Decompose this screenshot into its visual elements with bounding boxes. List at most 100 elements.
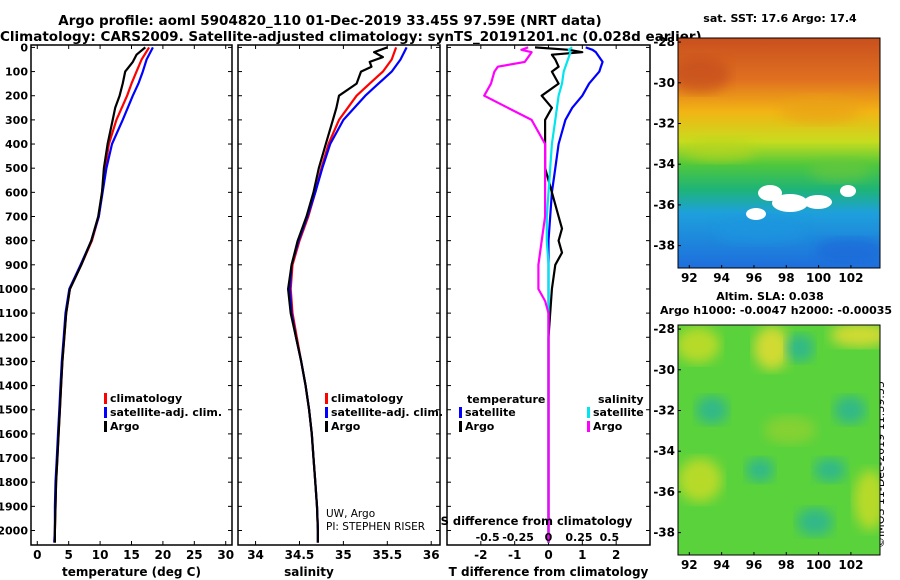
x-tick-label: 34 xyxy=(247,548,264,562)
legend-title-salinity: salinity xyxy=(598,393,644,406)
sst-patch xyxy=(780,96,860,124)
map-y-tick-label: -34 xyxy=(653,444,675,458)
y-tick-label: 1500 xyxy=(0,404,28,417)
s-diff-tick-label: -0.5 xyxy=(476,531,500,544)
x-tick-label: 0 xyxy=(544,548,552,562)
y-tick-label: 1400 xyxy=(0,380,28,393)
sla-patch xyxy=(696,396,728,424)
s-diff-tick-label: 0.5 xyxy=(600,531,620,544)
x-tick-label: 0 xyxy=(33,548,41,562)
map-y-tick-label: -36 xyxy=(653,485,675,499)
map-y-tick-label: -36 xyxy=(653,198,675,212)
legend-label: satellite-adj. clim. xyxy=(110,406,222,419)
x-axis-label: temperature (deg C) xyxy=(62,565,201,579)
map-x-tick-label: 96 xyxy=(746,271,763,285)
map-x-tick-label: 102 xyxy=(838,558,863,572)
sst-patch xyxy=(810,158,870,182)
legend-title-temperature: temperature xyxy=(467,393,545,406)
sla-patch xyxy=(786,334,814,362)
sla-patch xyxy=(678,327,720,363)
map-y-tick-label: -32 xyxy=(653,403,675,417)
y-tick-label: 700 xyxy=(5,210,28,223)
s-diff-tick-label: 0.25 xyxy=(565,531,592,544)
sst-patch xyxy=(678,57,730,93)
x-axis-label: salinity xyxy=(284,565,334,579)
y-tick-label: 1100 xyxy=(0,307,28,320)
map-x-tick-label: 94 xyxy=(713,271,730,285)
map-x-tick-label: 92 xyxy=(681,271,698,285)
map-y-tick-label: -38 xyxy=(653,526,675,540)
series-line-salinity-argo xyxy=(483,46,550,543)
y-tick-label: 1000 xyxy=(0,283,28,296)
series-line-satellite-adj-clim- xyxy=(288,46,408,543)
legend-marker xyxy=(325,421,328,432)
cloud-mask xyxy=(772,194,808,212)
cloud-mask xyxy=(804,195,832,209)
x-tick-label: 20 xyxy=(155,548,172,562)
map-x-tick-label: 98 xyxy=(778,271,795,285)
x-tick-label: 36 xyxy=(423,548,440,562)
x-tick-label: 10 xyxy=(92,548,109,562)
legend-label: Argo xyxy=(110,420,140,433)
profile-panel-1: 34 34.5 35 35.5 36 salinity climatologysatelli… xyxy=(237,44,443,579)
y-tick-label: 1800 xyxy=(0,476,28,489)
profile-panel-2: -2 -1 0 1 2 T difference from climatology S di… xyxy=(441,44,651,579)
x-tick-label: 2 xyxy=(612,548,620,562)
legend-label: Argo xyxy=(331,420,361,433)
pi-credit: UW, Argo xyxy=(326,508,375,520)
sst-map: 92 94 96 98 100 102 -28 -30 -32 -34 -36 -38 xyxy=(653,35,881,285)
series-line-argo xyxy=(287,46,388,543)
x-tick-label: -2 xyxy=(474,548,487,562)
legend-marker xyxy=(104,393,107,404)
series-line-temperature-satellite xyxy=(547,46,604,543)
x-tick-label: 34.5 xyxy=(285,548,315,562)
legend-label: Argo xyxy=(465,420,495,433)
y-tick-label: 300 xyxy=(5,114,28,127)
y-tick-label: 500 xyxy=(5,162,28,175)
map-x-tick-label: 96 xyxy=(746,558,763,572)
x-tick-label: 15 xyxy=(123,548,140,562)
legend-label: climatology xyxy=(110,392,182,405)
map-frame xyxy=(677,37,881,269)
y-tick-label: 400 xyxy=(5,138,28,151)
plot-frame xyxy=(237,44,441,546)
sst-patch xyxy=(715,216,805,244)
x-tick-label: 5 xyxy=(65,548,73,562)
sst-map-title: sat. SST: 17.6 Argo: 17.4 xyxy=(703,12,857,25)
map-x-tick-label: 102 xyxy=(838,271,863,285)
map-frame xyxy=(677,324,881,556)
y-tick-label: 800 xyxy=(5,235,28,248)
sla-patch xyxy=(678,458,722,502)
pi-credit: PI: STEPHEN RISER xyxy=(326,521,425,533)
chart-title-line1: Argo profile: aoml 5904820_110 01-Dec-20… xyxy=(58,13,602,29)
x-axis-label: T difference from climatology xyxy=(449,565,649,579)
legend-marker xyxy=(325,407,328,418)
x-tick-label: 1 xyxy=(578,548,586,562)
sla-patch xyxy=(814,458,846,482)
map-x-tick-label: 92 xyxy=(681,558,698,572)
y-tick-label: 1200 xyxy=(0,331,28,344)
legend-marker xyxy=(587,407,590,418)
map-y-tick-label: -32 xyxy=(653,116,675,130)
sla-map-subtitle: Argo h1000: -0.0047 h2000: -0.00035 xyxy=(660,304,893,317)
legend-marker xyxy=(104,407,107,418)
map-y-tick-label: -28 xyxy=(653,322,675,336)
legend-marker xyxy=(104,421,107,432)
y-tick-label: 1300 xyxy=(0,355,28,368)
x-tick-label: 25 xyxy=(186,548,203,562)
cloud-mask xyxy=(758,185,782,201)
map-field xyxy=(678,38,880,268)
legend-label: climatology xyxy=(331,392,403,405)
sla-patch xyxy=(746,458,774,482)
chart-title-line2: Climatology: CARS2009. Satellite-adjuste… xyxy=(0,29,702,45)
map-x-tick-label: 98 xyxy=(778,558,795,572)
legend-label: Argo xyxy=(593,420,623,433)
sst-patch xyxy=(815,238,880,262)
map-x-tick-label: 100 xyxy=(806,558,831,572)
map-field xyxy=(678,325,880,555)
legend-label: satellite xyxy=(465,406,516,419)
sla-patch xyxy=(830,325,880,347)
sla-patch xyxy=(854,470,880,530)
sla-patch xyxy=(764,416,816,444)
